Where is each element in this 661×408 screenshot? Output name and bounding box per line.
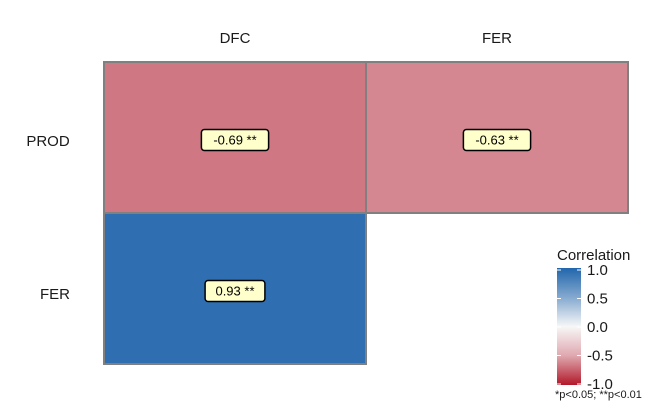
column-label-dfc: DFC <box>220 30 251 47</box>
significance-footnote: *p<0.05; **p<0.01 <box>555 389 642 401</box>
row-label-fer: FER <box>40 286 70 303</box>
colorbar-tick-label: 1.0 <box>587 262 608 279</box>
value-label-prod-dfc: -0.69 ** <box>200 128 270 152</box>
colorbar-tick-label: -0.5 <box>587 348 613 365</box>
heatmap-cells <box>103 61 629 365</box>
colorbar-tick-label: 0.0 <box>587 319 608 336</box>
row-label-prod: PROD <box>26 133 70 150</box>
colorbar-legend: Correlation 1.0 0.5 0.0 -0.5 -1.0 <box>557 247 630 393</box>
colorbar-tick-label: 0.5 <box>587 291 608 308</box>
value-label-fer-dfc: 0.93 ** <box>204 279 266 303</box>
value-label-prod-fer: -0.63 ** <box>462 128 532 152</box>
value-label-box <box>200 128 270 152</box>
colorbar-tick-label: -1.0 <box>587 376 613 393</box>
heatmap-value-labels: -0.69 ** -0.63 ** 0.93 ** <box>200 128 532 303</box>
value-label-box <box>204 279 266 303</box>
colorbar-title: Correlation <box>557 247 630 264</box>
value-label-text: 0.93 ** <box>215 284 254 299</box>
value-label-box <box>462 128 532 152</box>
value-label-text: -0.69 ** <box>213 133 256 148</box>
column-label-fer: FER <box>482 30 512 47</box>
value-label-text: -0.63 ** <box>475 133 518 148</box>
